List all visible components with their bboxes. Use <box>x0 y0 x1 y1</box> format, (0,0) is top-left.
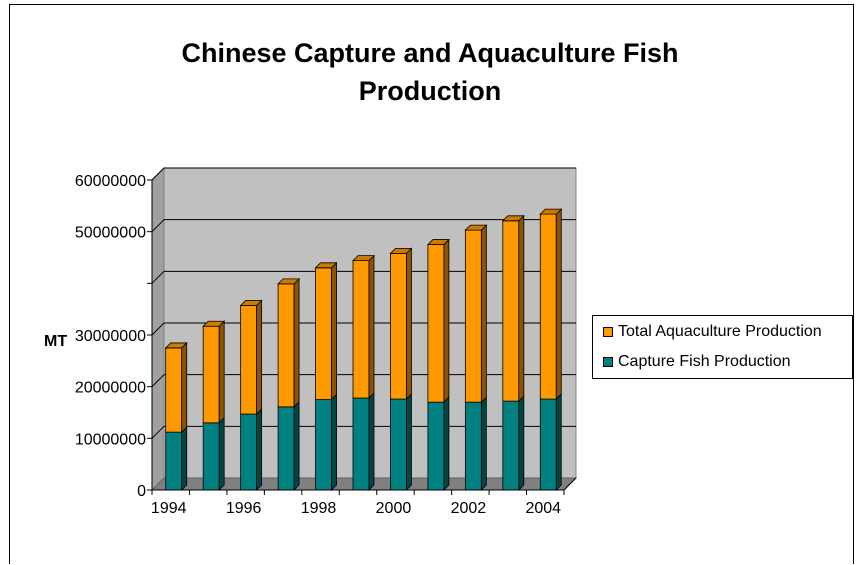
bar-side <box>480 396 487 491</box>
bar-side <box>555 208 562 401</box>
bar-side <box>181 426 188 491</box>
gridline <box>151 167 165 181</box>
bar-aquaculture <box>240 305 258 415</box>
x-tick-label: 2002 <box>451 500 487 517</box>
x-tick-label: 2004 <box>525 500 561 517</box>
bar-side <box>256 299 263 416</box>
bar-aquaculture <box>277 283 295 408</box>
bar-capture <box>240 413 258 491</box>
x-axis-depth <box>563 477 577 491</box>
bar-capture <box>464 401 482 491</box>
chart-area <box>9 4 854 564</box>
y-tick-label: 10000000 <box>75 431 146 448</box>
bar-side <box>443 396 450 491</box>
bar-side <box>293 400 300 491</box>
bar-capture <box>390 398 407 491</box>
bar-aquaculture <box>315 267 332 400</box>
legend-label-aquaculture: Total Aquaculture Production <box>618 323 822 340</box>
bar-capture <box>165 431 183 491</box>
bar-top <box>501 215 525 222</box>
bar-side <box>480 224 487 404</box>
bar-side <box>443 238 450 404</box>
gridline <box>151 219 165 233</box>
bar-top <box>239 300 263 306</box>
bar-top <box>539 208 563 215</box>
bar-side <box>218 416 225 491</box>
y-tick-label: 0 <box>137 483 146 500</box>
bar-side <box>518 395 525 491</box>
bar-top <box>314 262 338 269</box>
bar-side <box>518 214 525 403</box>
chart-title: Chinese Capture and Aquaculture Fish Pro… <box>181 38 679 106</box>
bar-top <box>277 278 301 285</box>
bar-top <box>202 320 226 327</box>
x-tick-label: 1998 <box>301 500 337 517</box>
x-tick-label: 2000 <box>376 500 412 517</box>
bar-aquaculture <box>427 244 445 403</box>
bar-aquaculture <box>502 220 520 402</box>
legend-item-capture: Capture Fish Production <box>603 352 791 372</box>
legend-item-aquaculture: Total Aquaculture Production <box>603 322 822 342</box>
legend-swatch-aquaculture <box>603 327 613 337</box>
bar-capture <box>502 400 520 491</box>
legend: Total Aquaculture Production Capture Fis… <box>592 315 853 379</box>
bar-side <box>256 408 263 491</box>
bar-side <box>368 254 375 399</box>
bar-aquaculture <box>202 325 220 424</box>
bar-side <box>218 320 225 424</box>
bar-capture <box>202 422 220 491</box>
y-tick-label: 30000000 <box>75 328 146 345</box>
gridline <box>151 425 165 439</box>
gridline <box>151 270 165 284</box>
y-tick-label: 20000000 <box>75 380 146 397</box>
gridline <box>151 374 165 388</box>
gridline <box>151 322 165 336</box>
y-tick-label: 60000000 <box>75 173 146 190</box>
bar-top <box>389 247 413 254</box>
bar-aquaculture <box>464 229 482 403</box>
y-axis-label: MT <box>44 333 67 350</box>
bar-side <box>406 393 412 491</box>
bar-aquaculture <box>352 260 370 399</box>
bar-capture <box>352 397 370 491</box>
bar-side <box>331 261 337 401</box>
bar-side <box>555 393 562 491</box>
bar-capture <box>277 406 295 491</box>
bar-top <box>352 255 375 262</box>
y-tick-label: 50000000 <box>75 225 146 242</box>
x-tick-label: 1994 <box>151 500 187 517</box>
bar-aquaculture <box>165 347 183 433</box>
bar-top <box>464 224 488 231</box>
legend-label-capture: Capture Fish Production <box>618 353 791 370</box>
bar-side <box>406 247 412 401</box>
bar-capture <box>539 398 557 491</box>
bar-side <box>331 393 337 491</box>
legend-swatch-capture <box>603 357 613 367</box>
x-tick-label: 1996 <box>226 500 262 517</box>
bar-side <box>181 341 188 434</box>
bar-capture <box>315 399 332 491</box>
bar-top <box>426 239 450 245</box>
bar-side <box>293 277 300 408</box>
bar-aquaculture <box>539 213 557 400</box>
bar-side <box>368 392 375 491</box>
bar-top <box>164 342 188 349</box>
bar-capture <box>427 401 445 491</box>
bar-aquaculture <box>390 252 407 400</box>
